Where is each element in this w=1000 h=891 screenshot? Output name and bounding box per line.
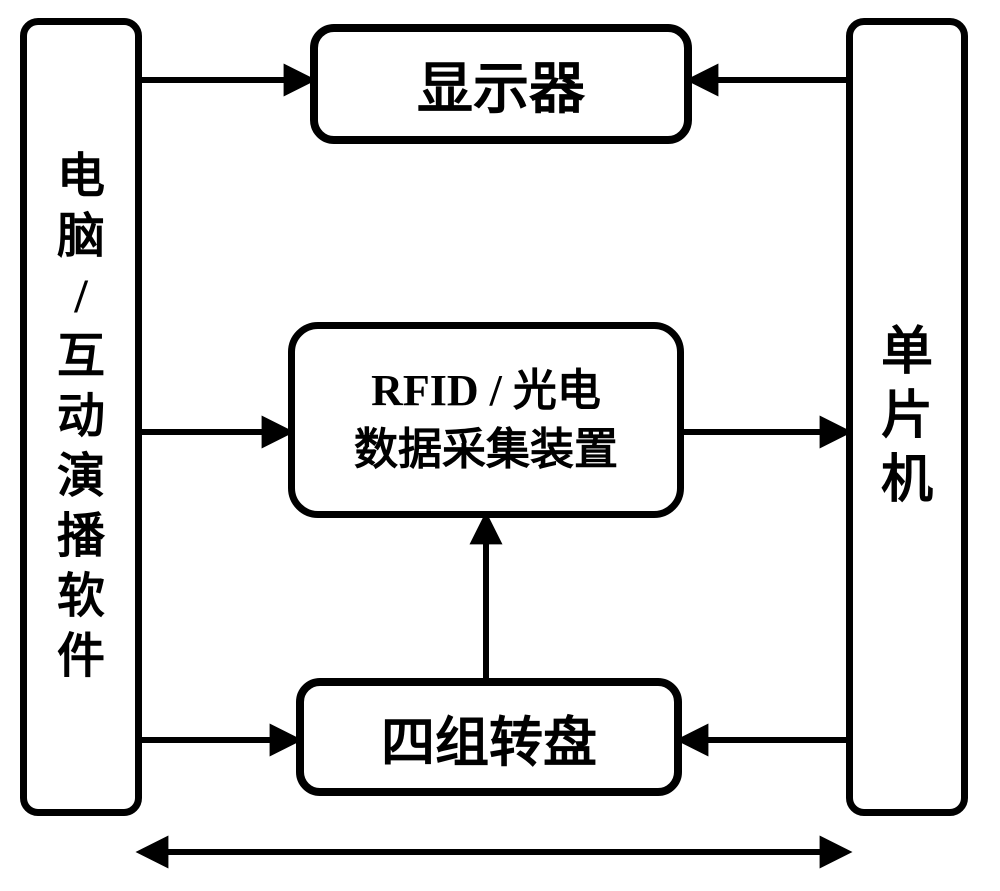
node-mcu: 单片机 [846, 18, 968, 816]
diagram-canvas: 电脑/互动演播软件 单片机 显示器 RFID / 光电数据采集装置 四组转盘 [0, 0, 1000, 891]
node-computer-software-label: 电脑/互动演播软件 [57, 147, 105, 687]
node-computer-software: 电脑/互动演播软件 [20, 18, 142, 816]
node-dials-label: 四组转盘 [381, 698, 597, 777]
node-display: 显示器 [310, 24, 692, 144]
node-display-label: 显示器 [417, 44, 585, 125]
node-dials: 四组转盘 [296, 678, 682, 796]
node-acquisition-label: RFID / 光电数据采集装置 [354, 361, 618, 480]
node-acquisition: RFID / 光电数据采集装置 [288, 322, 684, 518]
node-mcu-label: 单片机 [881, 321, 933, 513]
